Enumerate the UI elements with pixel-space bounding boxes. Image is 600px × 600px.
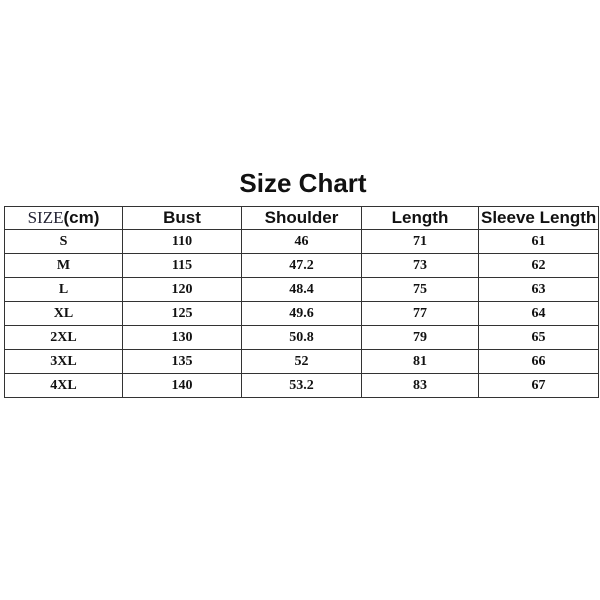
cell-bust: 120 [122,277,242,302]
cell-bust: 140 [122,373,242,398]
table-row: M 115 47.2 73 62 [4,253,599,278]
cell-bust: 115 [122,253,242,278]
cell-size: M [4,253,123,278]
cell-bust: 135 [122,349,242,374]
cell-size: 2XL [4,325,123,350]
size-chart-table: SIZE(cm) Bust Shoulder Length Sleeve Len… [4,206,599,398]
cell-sleeve-length: 61 [478,229,599,254]
cell-length: 79 [361,325,479,350]
table-row: XL 125 49.6 77 64 [4,301,599,326]
unit-label: (cm) [63,208,100,227]
cell-length: 83 [361,373,479,398]
header-length: Length [361,206,479,230]
table-row: 2XL 130 50.8 79 65 [4,325,599,350]
cell-length: 73 [361,253,479,278]
cell-size: L [4,277,123,302]
cell-size: S [4,229,123,254]
cell-sleeve-length: 67 [478,373,599,398]
header-sleeve-length: Sleeve Length [478,206,599,230]
table-row: L 120 48.4 75 63 [4,277,599,302]
cell-size: 4XL [4,373,123,398]
page-title: Size Chart [239,168,367,198]
cell-shoulder: 46 [241,229,362,254]
cell-shoulder: 47.2 [241,253,362,278]
cell-shoulder: 48.4 [241,277,362,302]
size-label: SIZE [27,208,64,227]
cell-sleeve-length: 65 [478,325,599,350]
cell-sleeve-length: 64 [478,301,599,326]
cell-shoulder: 53.2 [241,373,362,398]
cell-length: 77 [361,301,479,326]
header-row: SIZE(cm) Bust Shoulder Length Sleeve Len… [4,206,599,230]
cell-sleeve-length: 63 [478,277,599,302]
header-size: SIZE(cm) [4,206,123,230]
cell-bust: 110 [122,229,242,254]
cell-shoulder: 52 [241,349,362,374]
table-row: S 110 46 71 61 [4,229,599,254]
cell-shoulder: 49.6 [241,301,362,326]
cell-bust: 130 [122,325,242,350]
table-row: 3XL 135 52 81 66 [4,349,599,374]
cell-sleeve-length: 66 [478,349,599,374]
cell-size: 3XL [4,349,123,374]
cell-shoulder: 50.8 [241,325,362,350]
cell-length: 81 [361,349,479,374]
cell-length: 71 [361,229,479,254]
cell-size: XL [4,301,123,326]
header-bust: Bust [122,206,242,230]
cell-bust: 125 [122,301,242,326]
cell-length: 75 [361,277,479,302]
table-row: 4XL 140 53.2 83 67 [4,373,599,398]
cell-sleeve-length: 62 [478,253,599,278]
header-shoulder: Shoulder [241,206,362,230]
